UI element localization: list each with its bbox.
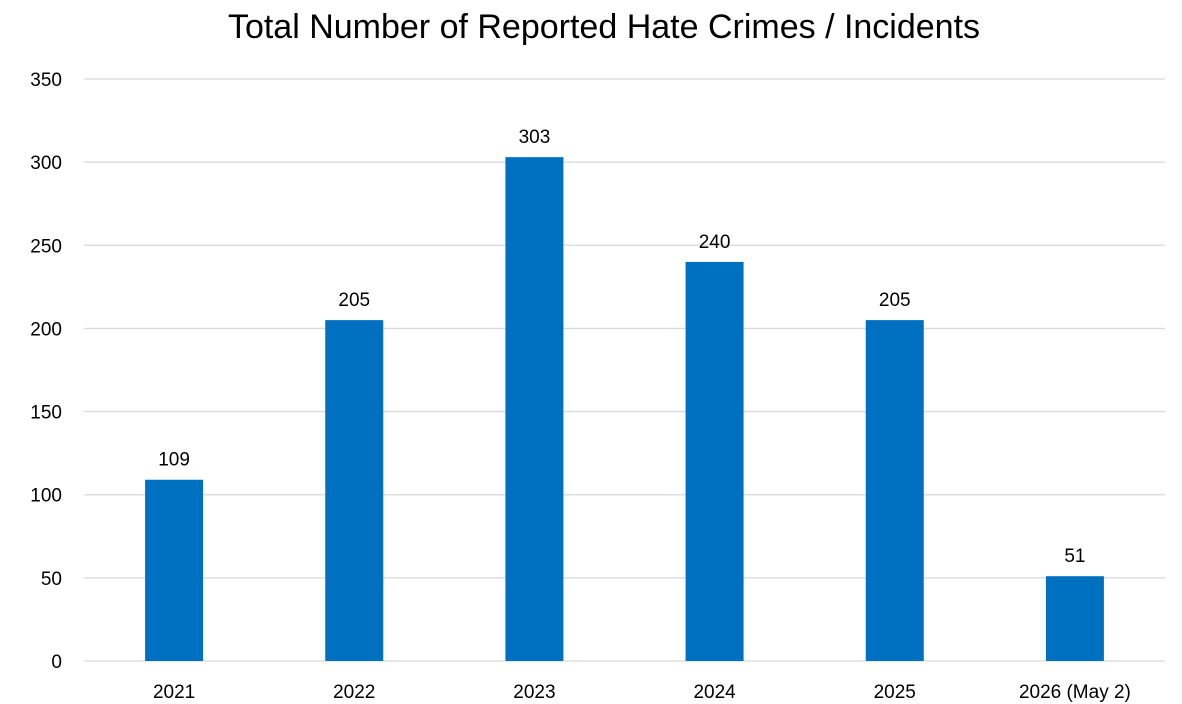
bar-2024 <box>685 261 744 661</box>
data-label: 109 <box>158 450 190 471</box>
data-labels: 109 205 303 240 205 51 <box>158 127 1085 567</box>
data-label: 51 <box>1064 546 1085 567</box>
bar-2025 <box>865 320 924 661</box>
gridlines <box>84 78 1165 662</box>
chart-title: Total Number of Reported Hate Crimes / I… <box>227 8 981 46</box>
x-tick-label: 2024 <box>693 682 736 703</box>
bar-2026 <box>1045 576 1104 661</box>
data-label: 240 <box>699 232 731 253</box>
bar-2023 <box>505 157 564 661</box>
x-tick-label: 2025 <box>874 682 916 703</box>
data-label: 205 <box>879 290 911 311</box>
y-tick-label: 50 <box>41 569 62 590</box>
x-tick-label: 2026 (May 2) <box>1019 682 1131 703</box>
y-tick-label: 150 <box>30 403 62 424</box>
y-tick-label: 350 <box>30 70 62 91</box>
bar-2022 <box>325 320 384 661</box>
y-tick-label: 100 <box>30 486 62 507</box>
x-tick-label: 2021 <box>153 682 195 703</box>
x-tick-label: 2023 <box>513 682 555 703</box>
bar-2021 <box>145 479 204 661</box>
y-tick-label: 0 <box>51 652 62 673</box>
y-tick-label: 200 <box>30 319 62 340</box>
x-tick-label: 2022 <box>333 682 375 703</box>
y-axis-ticks: 0 50 100 150 200 250 300 350 <box>30 70 62 673</box>
y-tick-label: 300 <box>30 153 62 174</box>
bars <box>145 157 1104 661</box>
y-tick-label: 250 <box>30 236 62 257</box>
x-axis-ticks: 2021 2022 2023 2024 2025 2026 (May 2) <box>153 682 1131 703</box>
data-label: 205 <box>338 290 370 311</box>
data-label: 303 <box>519 127 551 148</box>
